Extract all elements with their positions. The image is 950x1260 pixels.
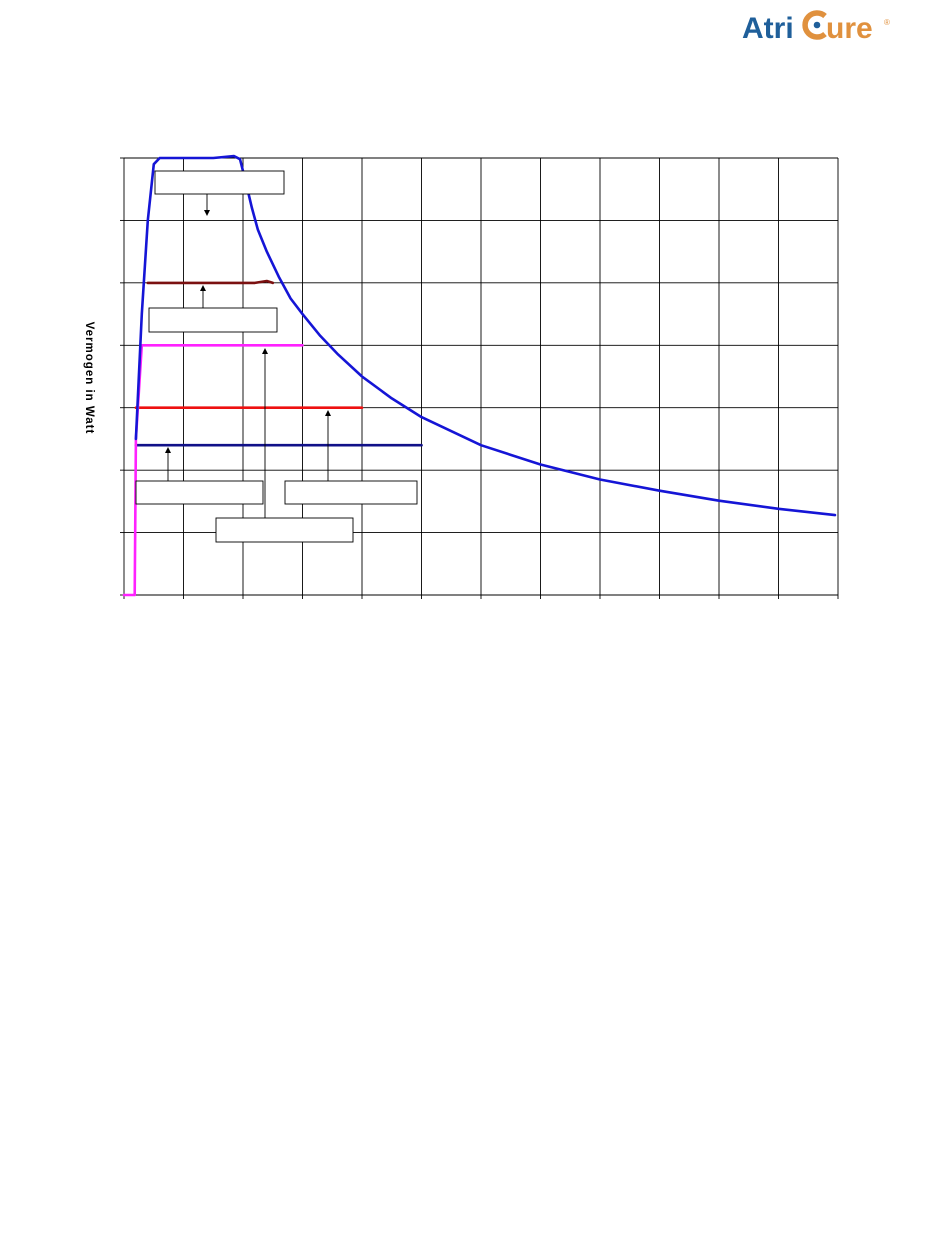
logo-registered-mark: ® (884, 18, 890, 27)
callout-box (154, 170, 285, 195)
callout-arrowhead (262, 348, 268, 354)
chart-svg (120, 154, 839, 599)
callout-arrowhead (165, 447, 171, 453)
y-axis-label: Vermogen in Watt (83, 321, 95, 435)
callout (215, 348, 354, 543)
callout (154, 170, 285, 216)
callout (148, 285, 278, 333)
callout (135, 447, 264, 505)
callout (284, 410, 418, 505)
power-chart: Vermogen in Watt (83, 154, 839, 599)
logo-text-atri: Atri (742, 12, 794, 45)
callout-layer (135, 170, 418, 543)
callout-box (284, 480, 418, 505)
series-line (122, 343, 304, 597)
atricure-logo: Atri ure ® (738, 2, 898, 50)
callout-box (215, 517, 354, 543)
callout-arrowhead (204, 210, 210, 216)
atricure-logo-mark: Atri ure ® (742, 10, 890, 45)
callout-arrowhead (200, 285, 206, 291)
callout-arrowhead (325, 410, 331, 416)
callout-box (135, 480, 264, 505)
callout-box (148, 307, 278, 333)
series-line (146, 279, 275, 285)
logo-text-ure: ure (826, 12, 873, 45)
series-line (134, 154, 837, 517)
series-layer (122, 154, 837, 597)
logo-c-mark (802, 10, 827, 40)
